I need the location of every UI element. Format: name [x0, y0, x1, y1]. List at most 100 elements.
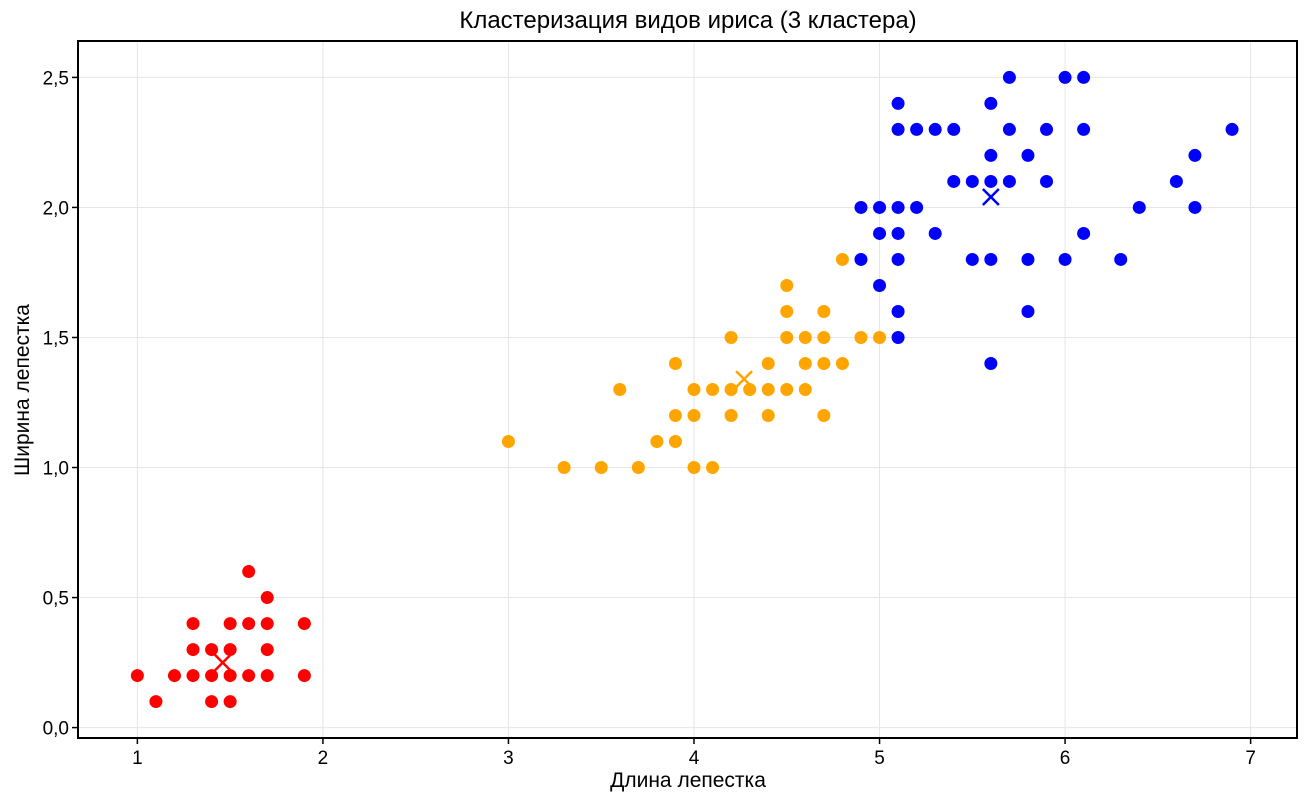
chart-title: Кластеризация видов ириса (3 кластера) — [459, 7, 916, 34]
data-point — [260, 617, 274, 631]
data-point — [817, 409, 831, 423]
data-point — [780, 383, 794, 396]
cluster-3 — [854, 70, 1239, 370]
data-point — [1077, 122, 1091, 136]
data-point — [186, 643, 200, 657]
data-point — [965, 252, 979, 266]
data-point — [223, 617, 237, 631]
data-point — [668, 409, 682, 423]
data-point — [1114, 252, 1128, 266]
data-point — [186, 617, 200, 631]
data-point — [817, 330, 831, 344]
y-tick-label: 1,5 — [43, 328, 69, 349]
data-point — [297, 617, 311, 631]
data-point — [891, 304, 905, 318]
data-point — [854, 330, 868, 344]
data-point — [260, 591, 274, 605]
x-tick-label: 4 — [689, 748, 700, 769]
data-point — [984, 252, 998, 266]
data-point — [761, 356, 775, 370]
x-tick-label: 3 — [503, 748, 514, 769]
data-point — [891, 96, 905, 110]
data-point — [687, 409, 701, 423]
data-point — [891, 200, 905, 214]
data-point — [501, 435, 515, 449]
data-point — [780, 278, 794, 292]
data-point — [928, 122, 942, 136]
data-point — [798, 356, 812, 370]
data-point — [613, 383, 627, 396]
data-point — [1021, 304, 1035, 318]
data-point — [910, 200, 924, 214]
axis-ticks: 1 2 3 4 5 6 7 0,0 0,5 1,0 1,5 2,0 2,5 — [43, 68, 1256, 769]
data-point — [1058, 252, 1072, 266]
data-point — [854, 252, 868, 266]
data-point — [594, 461, 608, 475]
data-point — [780, 330, 794, 344]
data-point — [798, 383, 812, 396]
y-axis-label: Ширина лепестка — [11, 304, 34, 476]
data-point — [668, 356, 682, 370]
data-point — [1021, 148, 1035, 162]
data-point — [1002, 174, 1016, 188]
data-point — [1040, 122, 1054, 136]
data-point — [910, 122, 924, 136]
data-point — [186, 669, 200, 683]
x-axis-label: Длина лепестка — [610, 769, 766, 792]
data-point — [817, 304, 831, 318]
data-point — [242, 669, 256, 683]
data-point — [149, 695, 163, 709]
data-point — [687, 383, 701, 396]
data-point — [260, 669, 274, 683]
data-point — [928, 226, 942, 240]
centroid-stroke — [735, 370, 753, 388]
data-point — [835, 356, 849, 370]
data-point — [1225, 122, 1239, 136]
y-tick-label: 2,0 — [43, 198, 69, 219]
data-point — [947, 174, 961, 188]
data-point — [965, 174, 979, 188]
x-tick-label: 6 — [1060, 748, 1071, 769]
data-point — [205, 643, 219, 657]
data-point — [984, 96, 998, 110]
plot-frame — [77, 40, 1298, 739]
grid — [78, 41, 1297, 738]
data-point — [557, 461, 571, 475]
data-point — [724, 383, 738, 396]
data-point — [1077, 70, 1091, 84]
centroid-marker — [981, 188, 1000, 206]
data-point — [1132, 200, 1146, 214]
data-point — [854, 200, 868, 214]
centroid-stroke — [213, 653, 232, 672]
data-point — [706, 461, 720, 475]
data-point — [1169, 174, 1183, 188]
cluster-2 — [501, 252, 887, 475]
centroid-marker — [213, 653, 232, 672]
x-tick-label: 1 — [132, 748, 143, 769]
data-point — [724, 330, 738, 344]
data-point — [242, 565, 256, 579]
data-point — [780, 304, 794, 318]
data-point — [650, 435, 664, 449]
data-point — [706, 383, 720, 396]
data-point — [1188, 148, 1202, 162]
data-point — [687, 461, 701, 475]
x-tick-label: 2 — [318, 748, 329, 769]
data-point — [1188, 200, 1202, 214]
data-point — [817, 356, 831, 370]
data-point — [984, 174, 998, 188]
data-point — [297, 669, 311, 683]
data-point — [1077, 226, 1091, 240]
data-point — [260, 643, 274, 657]
y-tick-label: 1,0 — [43, 459, 69, 480]
data-point — [205, 695, 219, 709]
x-tick-label: 5 — [874, 748, 885, 769]
data-point — [947, 122, 961, 136]
data-point — [724, 409, 738, 423]
data-point — [891, 226, 905, 240]
data-point — [631, 461, 645, 475]
data-point — [242, 617, 256, 631]
data-point — [873, 330, 887, 344]
data-point — [1021, 252, 1035, 266]
data-point — [223, 669, 237, 683]
